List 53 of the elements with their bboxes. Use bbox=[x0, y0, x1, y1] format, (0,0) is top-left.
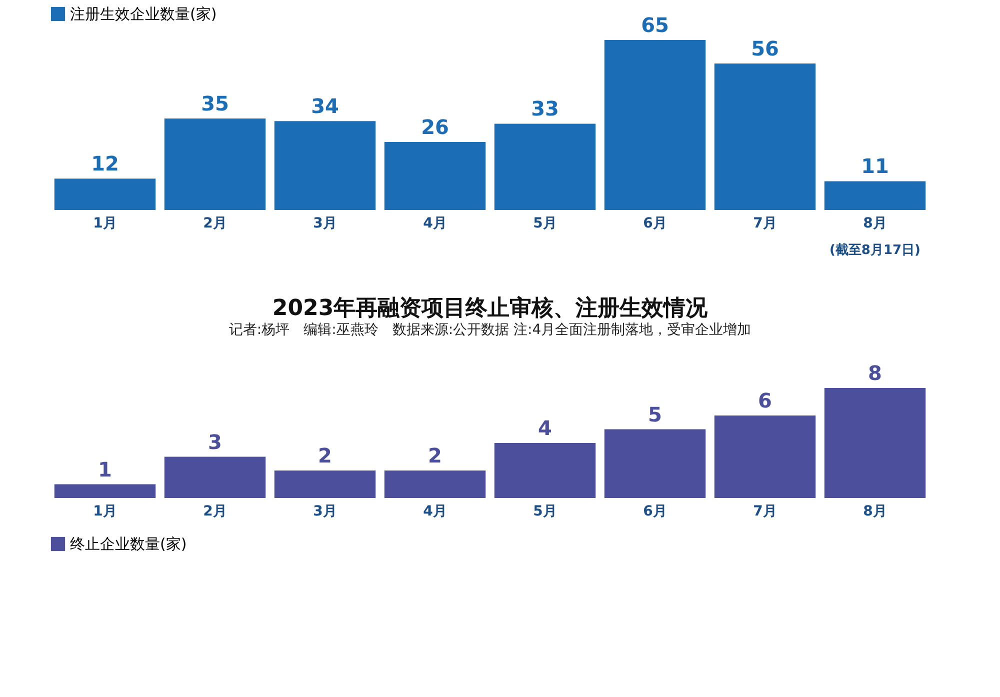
bar bbox=[604, 429, 706, 498]
bar bbox=[54, 484, 156, 498]
bar bbox=[164, 456, 266, 498]
data-label: 65 bbox=[641, 13, 669, 37]
x-tick-label: 5月 bbox=[533, 504, 557, 520]
data-label: 4 bbox=[538, 416, 552, 440]
data-label: 8 bbox=[868, 361, 882, 385]
x-tick-label: 8月 bbox=[863, 216, 887, 232]
x-tick-label: 2月 bbox=[203, 504, 227, 520]
x-tick-label: 1月 bbox=[93, 216, 117, 232]
data-label: 26 bbox=[421, 115, 449, 139]
x-tick-label: 8月 bbox=[863, 504, 887, 520]
bar bbox=[824, 181, 926, 210]
bar bbox=[274, 470, 376, 498]
data-label: 5 bbox=[648, 402, 662, 426]
x-tick-label: 7月 bbox=[753, 216, 777, 232]
bar bbox=[604, 40, 706, 210]
legend-label: 终止企业数量(家) bbox=[70, 535, 187, 553]
data-label: 1 bbox=[98, 457, 112, 482]
chart-title: 2023年再融资项目终止审核、注册生效情况 bbox=[272, 295, 709, 321]
data-label: 2 bbox=[318, 444, 332, 468]
x-tick-label: 3月 bbox=[313, 504, 337, 520]
data-label: 12 bbox=[91, 152, 119, 176]
x-tick-label: 6月 bbox=[643, 216, 667, 232]
data-label: 35 bbox=[201, 91, 229, 116]
data-label: 3 bbox=[208, 430, 222, 454]
data-label: 33 bbox=[531, 96, 559, 121]
x-tick-label: 1月 bbox=[93, 504, 117, 520]
bar bbox=[714, 64, 816, 210]
data-label: 11 bbox=[861, 154, 889, 178]
bar bbox=[494, 124, 596, 210]
bar bbox=[164, 118, 266, 210]
x-tick-label: 3月 bbox=[313, 216, 337, 232]
bar bbox=[274, 121, 376, 210]
x-tick-label: 5月 bbox=[533, 216, 557, 232]
data-label: 6 bbox=[758, 388, 772, 412]
x-tick-label: 6月 bbox=[643, 504, 667, 520]
bar bbox=[384, 470, 486, 498]
data-label: 34 bbox=[311, 94, 339, 118]
bar bbox=[384, 142, 486, 210]
x-tick-label: 4月 bbox=[423, 216, 447, 232]
bar bbox=[714, 416, 816, 498]
x-tick-label: 7月 bbox=[753, 504, 777, 520]
bar bbox=[824, 388, 926, 498]
text: (截至8月17日) bbox=[829, 243, 921, 258]
bar bbox=[54, 178, 156, 210]
x-tick-label: 4月 bbox=[423, 504, 447, 520]
x-tick-label: 2月 bbox=[203, 216, 227, 232]
chart-subtitle: 记者:杨坪 编辑:巫燕玲 数据来源:公开数据 注:4月全面注册制落地，受审企业增加 bbox=[228, 322, 752, 338]
data-label: 2 bbox=[428, 444, 442, 468]
data-label: 56 bbox=[751, 36, 779, 61]
bar bbox=[494, 443, 596, 498]
legend-label: 注册生效企业数量(家) bbox=[70, 5, 217, 23]
